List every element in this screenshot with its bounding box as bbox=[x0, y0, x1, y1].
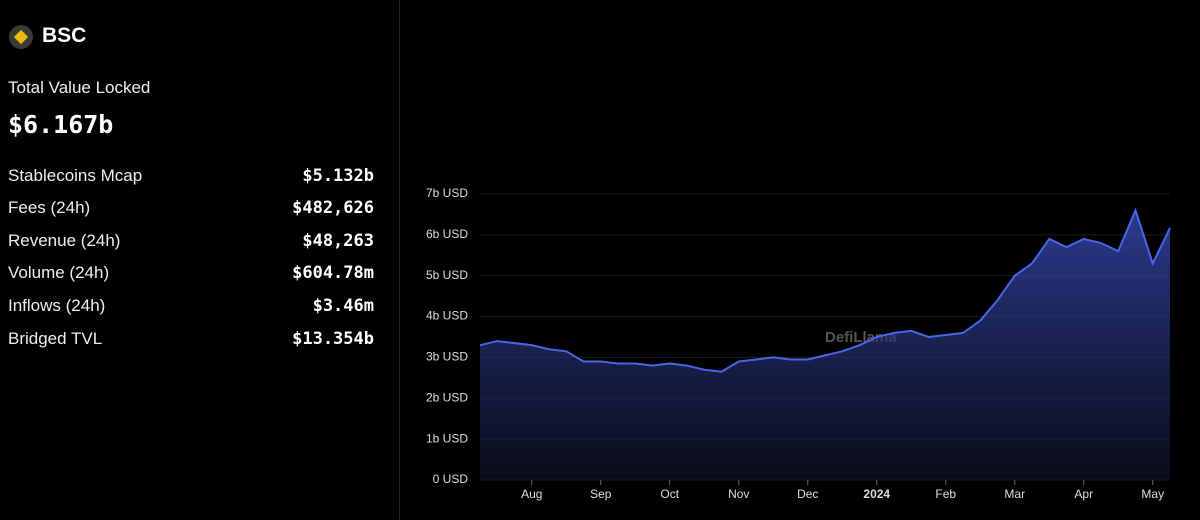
y-tick-label: 1b USD bbox=[426, 431, 468, 445]
chain-name: BSC bbox=[42, 24, 87, 47]
y-tick-label: 7b USD bbox=[426, 186, 468, 200]
x-tick-label: Oct bbox=[660, 487, 679, 501]
chain-icon bbox=[9, 25, 33, 49]
y-tick-label: 6b USD bbox=[426, 227, 468, 241]
y-tick-label: 5b USD bbox=[426, 268, 468, 282]
x-tick-label: Feb bbox=[935, 487, 956, 501]
stat-label: Volume (24h) bbox=[8, 263, 110, 282]
y-tick-label: 0 USD bbox=[433, 472, 469, 486]
stat-value: $482,626 bbox=[292, 198, 374, 218]
x-tick-label: Nov bbox=[728, 487, 749, 501]
area-fill bbox=[480, 210, 1170, 481]
stat-value: $5.132b bbox=[302, 166, 374, 186]
line bbox=[479, 207, 1171, 373]
x-tick-label: Dec bbox=[797, 487, 818, 501]
tvl-label: Total Value Locked bbox=[8, 78, 151, 97]
stat-value: $3.46m bbox=[312, 296, 374, 316]
y-tick-label: 2b USD bbox=[426, 390, 468, 404]
tvl-value: $6.167b bbox=[8, 110, 114, 139]
stats-panel: BSC Total Value Locked $6.167b Stablecoi… bbox=[0, 0, 400, 520]
x-tick-label: Apr bbox=[1074, 487, 1093, 501]
stat-row: Volume (24h) $604.78m bbox=[8, 263, 374, 283]
stat-row: Bridged TVL $13.354b bbox=[8, 329, 374, 349]
x-tick-label: May bbox=[1141, 487, 1164, 501]
stat-value: $13.354b bbox=[292, 329, 374, 349]
y-tick-label: 3b USD bbox=[426, 350, 468, 364]
x-tick-label: 2024 bbox=[863, 487, 890, 501]
stat-row: Inflows (24h) $3.46m bbox=[8, 296, 374, 316]
y-tick-label: 4b USD bbox=[426, 309, 468, 323]
stat-label: Stablecoins Mcap bbox=[8, 166, 143, 185]
x-tick-label: Mar bbox=[1004, 487, 1025, 501]
stat-label: Inflows (24h) bbox=[8, 296, 106, 315]
stat-label: Fees (24h) bbox=[8, 198, 91, 217]
stat-value: $48,263 bbox=[302, 231, 374, 251]
stat-row: Fees (24h) $482,626 bbox=[8, 198, 374, 218]
stat-label: Revenue (24h) bbox=[8, 231, 121, 250]
stat-row: Stablecoins Mcap $5.132b bbox=[8, 166, 374, 186]
stat-label: Bridged TVL bbox=[8, 329, 103, 348]
stat-value: $604.78m bbox=[292, 263, 374, 283]
x-tick-label: Sep bbox=[590, 487, 612, 501]
x-tick-label: Aug bbox=[521, 487, 542, 501]
stat-row: Revenue (24h) $48,263 bbox=[8, 231, 374, 251]
